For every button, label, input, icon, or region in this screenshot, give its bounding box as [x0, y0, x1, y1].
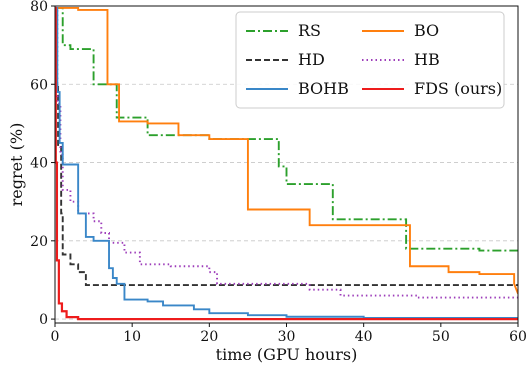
x-tick-label: 50: [432, 329, 450, 345]
x-tick-label: 40: [355, 329, 373, 345]
y-tick-label: 0: [39, 312, 48, 328]
series-line-rs: [55, 7, 518, 252]
y-tick-label: 20: [30, 234, 48, 250]
series-line-bo: [55, 7, 518, 294]
series-line-fds-ours: [55, 6, 518, 321]
x-tick-label: 20: [200, 329, 218, 345]
y-axis-label: regret (%): [7, 123, 26, 207]
x-tick-label: 0: [51, 329, 60, 345]
x-tick-label: 60: [509, 329, 527, 345]
y-tick-label: 80: [30, 0, 48, 15]
legend-box: [235, 11, 505, 109]
x-tick-label: 10: [123, 329, 141, 345]
y-tick-label: 40: [30, 156, 48, 172]
legend-label: RS: [298, 21, 321, 40]
x-tick-label: 30: [278, 329, 296, 345]
series-lines: [55, 6, 518, 321]
axis-ticks: 0 10 20 30 40 50 60 0 20 40 60 80: [30, 0, 527, 345]
series-line-hb: [55, 7, 518, 299]
series-line-bohb: [55, 7, 518, 319]
legend-label: BOHB: [298, 79, 349, 98]
x-axis-label: time (GPU hours): [216, 345, 358, 364]
y-tick-label: 60: [30, 77, 48, 93]
legend-label: HB: [414, 50, 440, 69]
legend-label: FDS (ours): [414, 79, 502, 98]
legend: RS BO HD HB BOHB FDS (ours): [235, 11, 505, 109]
legend-label: HD: [298, 50, 325, 69]
legend-label: BO: [414, 21, 439, 40]
